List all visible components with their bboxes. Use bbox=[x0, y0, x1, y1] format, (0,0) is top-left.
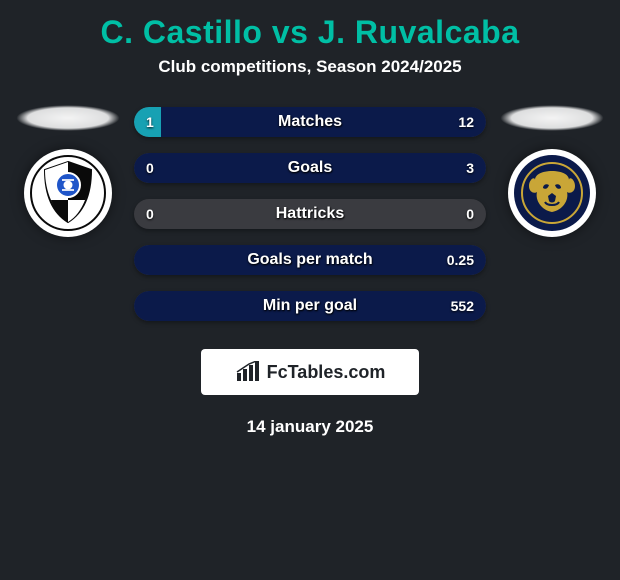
comparison-row: Matches112Goals03Hattricks00Goals per ma… bbox=[0, 101, 620, 321]
stat-value-right: 0 bbox=[466, 199, 474, 229]
left-club-badge bbox=[24, 149, 112, 237]
left-player-column bbox=[14, 101, 122, 237]
stat-label: Hattricks bbox=[134, 199, 486, 229]
stat-value-right: 3 bbox=[466, 153, 474, 183]
shadow-ellipse bbox=[16, 105, 120, 131]
stat-value-left: 1 bbox=[146, 107, 154, 137]
brand-text: FcTables.com bbox=[267, 362, 386, 383]
right-club-badge bbox=[508, 149, 596, 237]
stat-row: Min per goal552 bbox=[134, 291, 486, 321]
bar-chart-icon bbox=[235, 361, 261, 383]
shadow-ellipse bbox=[500, 105, 604, 131]
stat-value-left: 0 bbox=[146, 153, 154, 183]
stat-row: Matches1 12 bbox=[134, 107, 486, 137]
stat-label: Goals per match bbox=[134, 245, 486, 275]
subtitle: Club competitions, Season 2024/2025 bbox=[0, 57, 620, 101]
stat-label: Goals bbox=[134, 153, 486, 183]
stat-value-right: 0.25 bbox=[447, 245, 474, 275]
brand-logo: FcTables.com bbox=[201, 349, 419, 395]
shield-queretaro-icon bbox=[29, 154, 107, 232]
right-player-column bbox=[498, 101, 606, 237]
stat-label: Min per goal bbox=[134, 291, 486, 321]
stat-row: Goals per match0.25 bbox=[134, 245, 486, 275]
date-text: 14 january 2025 bbox=[0, 417, 620, 437]
stat-value-right: 552 bbox=[451, 291, 474, 321]
stat-row: Goals0 3 bbox=[134, 153, 486, 183]
stat-value-left: 0 bbox=[146, 199, 154, 229]
page-title: C. Castillo vs J. Ruvalcaba bbox=[0, 8, 620, 57]
comparison-infographic: C. Castillo vs J. Ruvalcaba Club competi… bbox=[0, 0, 620, 437]
shield-pumas-icon bbox=[513, 154, 591, 232]
stat-label: Matches bbox=[134, 107, 486, 137]
stat-row: Hattricks0 0 bbox=[134, 199, 486, 229]
stat-value-right: 12 bbox=[458, 107, 474, 137]
stat-bars: Matches112Goals03Hattricks00Goals per ma… bbox=[134, 101, 486, 321]
